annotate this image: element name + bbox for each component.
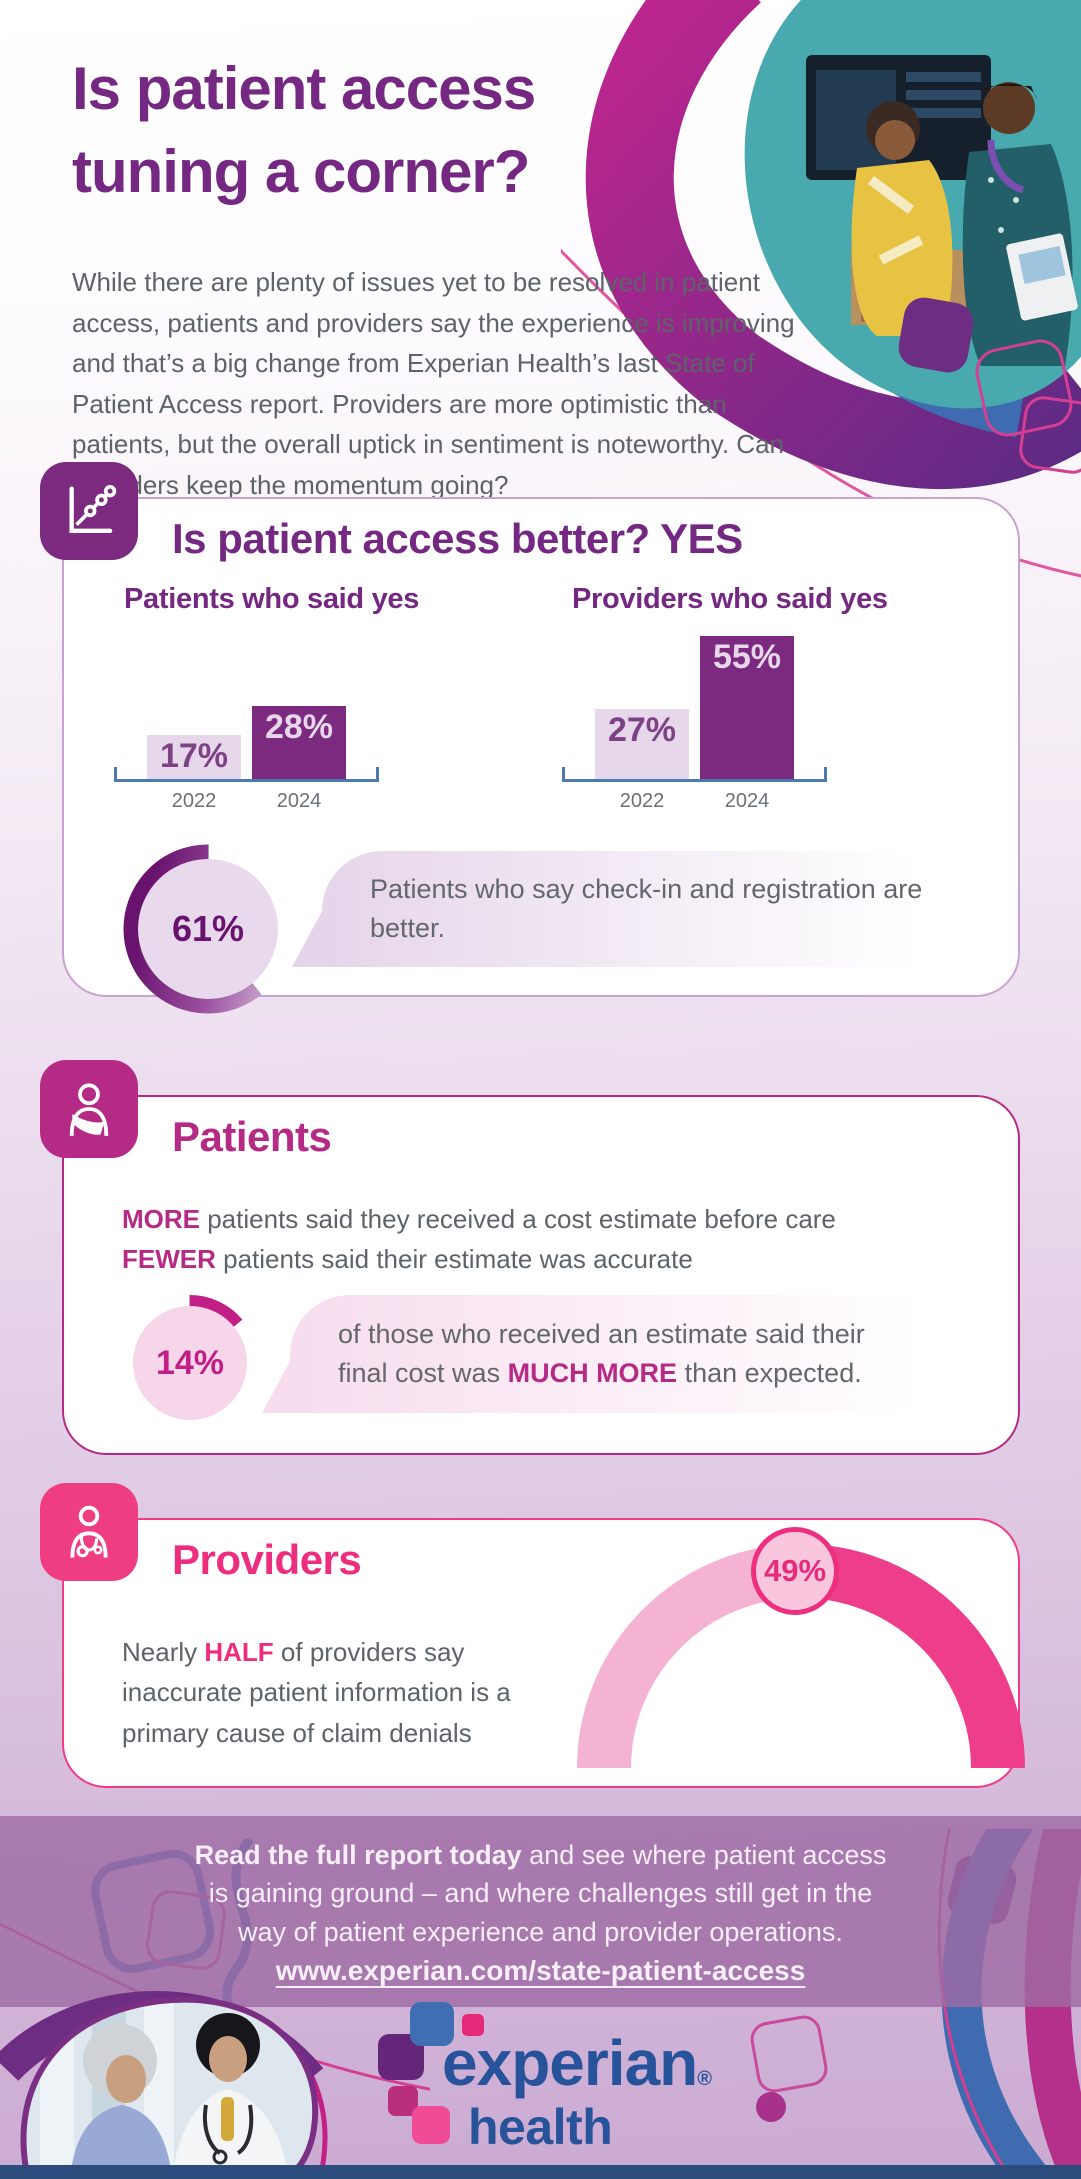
patients-line-1: MORE patients said they received a cost … <box>122 1199 836 1239</box>
section-access-heading: Is patient access better? YES <box>172 515 743 562</box>
donut-14: 14% <box>120 1293 260 1433</box>
patients-bar-chart: Patients who said yes 17% 28% 2022 2024 <box>114 583 419 813</box>
x-axis-labels: 2022 2024 <box>562 782 827 813</box>
cta-band: Read the full report today and see where… <box>0 1816 1081 2007</box>
providers-bar-chart: Providers who said yes 27% 55% 2022 2024 <box>562 583 888 813</box>
caption-text: than expected. <box>677 1358 862 1388</box>
cta-bold: Read the full report today <box>194 1840 522 1870</box>
cta-line-1: Read the full report today and see where… <box>195 1836 887 1874</box>
stat-61-caption: Patients who say check-in and registrati… <box>370 873 923 943</box>
section-patients-heading: Patients <box>172 1113 332 1160</box>
intro-paragraph: While there are plenty of issues yet to … <box>72 267 795 500</box>
stat-61-bubble: Patients who say check-in and registrati… <box>322 851 970 967</box>
cta-line-3: way of patient experience and provider o… <box>238 1916 843 1947</box>
plot-area: 27% 55% <box>562 630 827 782</box>
gauge-badge: 49% <box>751 1527 839 1615</box>
logo-square-pink <box>412 2106 450 2144</box>
stat-text: of providers say inaccurate patient info… <box>122 1637 511 1748</box>
plot-area: 17% 28% <box>114 630 379 782</box>
stat-14-row: 14% of those who received an estimate sa… <box>120 1293 978 1433</box>
half-emphasis: HALF <box>204 1637 274 1667</box>
section-providers-heading: Providers <box>172 1536 362 1583</box>
bar-value-label: 55% <box>712 638 782 676</box>
gauge-value: 49% <box>763 1553 827 1588</box>
patients-copy: MORE patients said they received a cost … <box>122 1199 836 1280</box>
bar-value-label: 17% <box>159 737 229 775</box>
bar-2022: 27% <box>595 709 689 779</box>
line-text: patients said their estimate was accurat… <box>215 1244 693 1275</box>
section-providers-card: Providers Nearly HALF of providers say i… <box>62 1518 1025 1788</box>
bar-value-label: 27% <box>607 711 677 749</box>
registered-mark: ® <box>697 2068 712 2090</box>
hero-decoration <box>561 0 1081 578</box>
donut-61-value: 61% <box>171 908 245 949</box>
bar-2024: 28% <box>252 706 346 779</box>
section-access-card: Is patient access better? YES Patients w… <box>62 497 1020 1014</box>
section-patients-card: Patients MORE patients said they receive… <box>62 1095 1020 1455</box>
providers-copy: Nearly HALF of providers say inaccurate … <box>122 1632 542 1753</box>
report-link[interactable]: www.experian.com/state-patient-access <box>275 1954 806 1986</box>
magenta-purple-swoosh <box>585 0 1081 489</box>
logo-square-pink-small <box>462 2014 484 2036</box>
year-label: 2022 <box>619 790 665 812</box>
purple-square <box>898 297 974 373</box>
chart-title: Providers who said yes <box>572 583 888 615</box>
stat-text: Nearly <box>122 1637 205 1667</box>
brand-wordmark: experian® <box>442 2026 712 2100</box>
bottom-strip <box>0 2165 1081 2179</box>
more-emphasis: MORE <box>122 1204 200 1234</box>
experian-health-logo <box>0 2000 1081 2165</box>
much-more-emphasis: MUCH MORE <box>507 1358 678 1388</box>
cta-text: and see where patient access <box>521 1840 887 1870</box>
title-line-2: tuning a corner? <box>72 137 530 205</box>
donut-61: 61% <box>122 843 294 1015</box>
bar-2022: 17% <box>147 735 241 779</box>
brand-name: experian <box>442 2027 698 2099</box>
title-line-1: Is patient access <box>72 55 536 122</box>
brand-sub: health <box>468 2099 613 2155</box>
patients-line-2: FEWER patients said their estimate was a… <box>122 1239 836 1279</box>
bar-value-label: 28% <box>264 708 334 746</box>
donut-14-value: 14% <box>155 1343 225 1382</box>
bar-2024: 55% <box>700 636 794 779</box>
line-chart-icon <box>40 462 138 560</box>
fewer-emphasis: FEWER <box>122 1244 216 1275</box>
doctor-icon <box>40 1483 138 1581</box>
patient-sling-icon <box>40 1060 138 1158</box>
page-title: Is patient access tuning a corner? <box>72 48 536 214</box>
gauge-49: 49% <box>576 1527 1026 1780</box>
x-axis-labels: 2022 2024 <box>114 782 379 813</box>
year-label: 2022 <box>171 790 217 812</box>
year-label: 2024 <box>276 790 322 812</box>
logo-square-blue <box>410 2002 454 2046</box>
cta-line-2: is gaining ground – and where challenges… <box>208 1878 873 1909</box>
caption-text: of those who received an estimate said t… <box>338 1318 865 1388</box>
footer-photo <box>0 1991 328 2179</box>
chart-title: Patients who said yes <box>124 583 420 615</box>
stat-14-bubble: of those who received an estimate said t… <box>290 1295 978 1413</box>
year-label: 2024 <box>724 790 770 812</box>
line-text: patients said they received a cost estim… <box>200 1204 836 1234</box>
stat-61-row: 61% Patients who say check-in and regist… <box>122 843 970 1015</box>
pink-outline-square-2 <box>1019 396 1081 474</box>
pink-outline-square <box>975 339 1073 437</box>
stat-14-caption: of those who received an estimate said t… <box>338 1315 898 1393</box>
